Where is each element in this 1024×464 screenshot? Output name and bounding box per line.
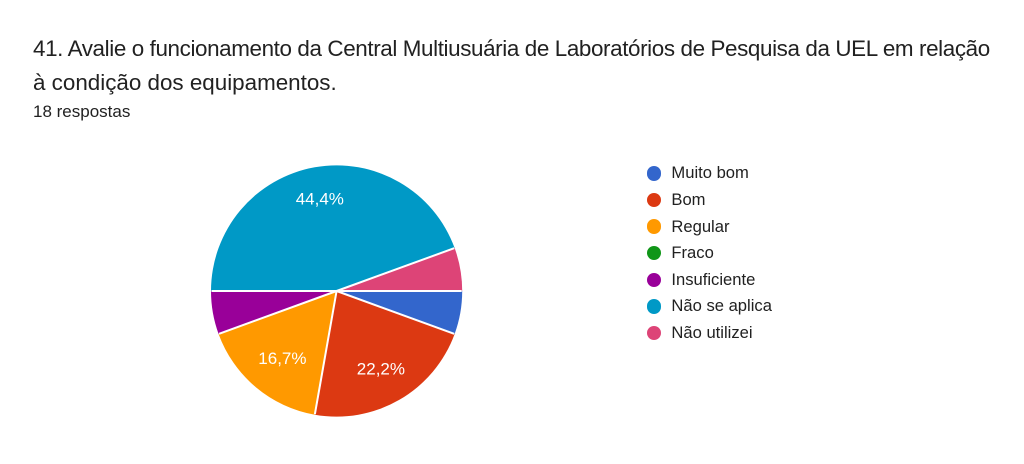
svg-text:16,7%: 16,7% [258,349,306,368]
svg-text:22,2%: 22,2% [357,360,405,379]
svg-text:44,4%: 44,4% [296,189,344,208]
